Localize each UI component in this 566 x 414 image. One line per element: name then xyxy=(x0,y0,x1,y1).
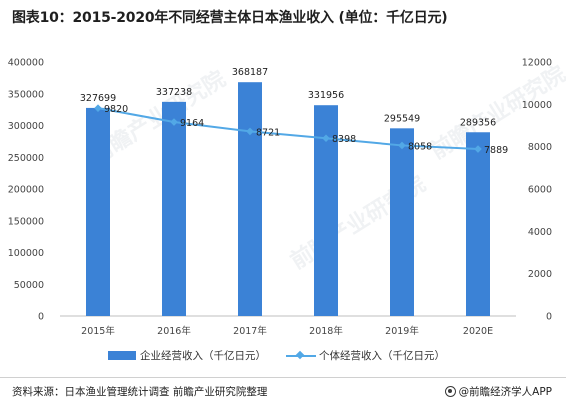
line-series-path xyxy=(97,107,479,151)
brand-credit: @前瞻经济学人APP xyxy=(444,384,552,399)
line-value-label-5: 7889 xyxy=(484,145,508,156)
bar-value-label-1: 337238 xyxy=(156,87,192,98)
y-left-tick-label-2: 100000 xyxy=(8,248,44,259)
bar-0 xyxy=(86,107,110,316)
y-right-tick-label-1: 2000 xyxy=(528,269,552,280)
bar-value-label-3: 331956 xyxy=(308,90,344,101)
x-tick-label-0: 2015年 xyxy=(81,325,115,337)
y-right-tick-label-5: 10000 xyxy=(522,100,552,111)
x-tick-label-3: 2018年 xyxy=(309,325,343,337)
chart-title: 图表10：2015-2020年不同经营主体日本渔业收入 (单位：千亿日元) xyxy=(12,10,448,26)
line-value-label-2: 8721 xyxy=(256,127,280,138)
bar-4 xyxy=(390,128,414,316)
y-left-tick-label-5: 250000 xyxy=(8,153,44,164)
legend-item-line: 个体经营收入（千亿日元） xyxy=(286,348,445,363)
y-right-tick-label-4: 8000 xyxy=(528,142,552,153)
source-note: 资料来源：日本渔业管理统计调查 前瞻产业研究院整理 xyxy=(12,386,268,398)
legend-label-line: 个体经营收入（千亿日元） xyxy=(319,350,445,362)
y-left-tick-label-6: 300000 xyxy=(8,121,44,132)
legend-item-bar: 企业经营收入（千亿日元） xyxy=(108,348,266,363)
bar-5 xyxy=(466,132,490,316)
legend-line-swatch xyxy=(286,350,316,361)
y-left-tick-label-1: 50000 xyxy=(14,280,44,291)
brand-credit-label: @前瞻经济学人APP xyxy=(458,386,552,398)
bar-value-label-0: 327699 xyxy=(80,93,116,104)
bar-value-label-5: 289356 xyxy=(460,117,496,128)
y-left-tick-label-4: 200000 xyxy=(8,185,44,196)
bar-value-label-2: 368187 xyxy=(232,67,268,78)
y-right-tick-label-3: 6000 xyxy=(528,185,552,196)
bar-2 xyxy=(238,82,262,316)
bar-1 xyxy=(162,101,186,316)
y-left-tick-label-0: 0 xyxy=(38,312,44,323)
line-value-label-1: 9164 xyxy=(180,118,204,129)
y-right-tick-label-2: 4000 xyxy=(528,227,552,238)
brand-logo-icon xyxy=(444,386,456,397)
footer-divider xyxy=(0,377,566,378)
line-value-label-4: 8058 xyxy=(408,141,432,152)
line-point-2 xyxy=(246,127,254,136)
line-value-label-0: 9820 xyxy=(104,104,128,115)
line-point-4 xyxy=(398,141,406,150)
x-tick-label-1: 2016年 xyxy=(157,325,191,337)
line-point-5 xyxy=(474,145,482,153)
y-left-tick-label-7: 350000 xyxy=(8,89,44,100)
legend-bar-swatch xyxy=(108,351,136,360)
line-value-label-3: 8398 xyxy=(332,134,356,145)
y-left-tick-label-3: 150000 xyxy=(8,216,44,227)
bar-value-label-4: 295549 xyxy=(384,113,420,124)
x-tick-label-5: 2020E xyxy=(463,326,493,337)
legend-label-bar: 企业经营收入（千亿日元） xyxy=(140,350,266,362)
chart-canvas: 0500001000001500002000002500003000003500… xyxy=(8,58,552,338)
y-right-tick-label-0: 0 xyxy=(546,312,552,323)
line-point-3 xyxy=(322,134,330,143)
y-left-tick-label-8: 400000 xyxy=(8,58,44,69)
line-point-1 xyxy=(170,118,178,126)
y-right-tick-label-6: 12000 xyxy=(522,58,552,69)
x-tick-label-2: 2017年 xyxy=(233,325,267,337)
chart-legend: 企业经营收入（千亿日元） 个体经营收入（千亿日元） xyxy=(0,348,566,364)
x-tick-label-4: 2019年 xyxy=(385,325,419,337)
line-point-0 xyxy=(94,104,102,112)
